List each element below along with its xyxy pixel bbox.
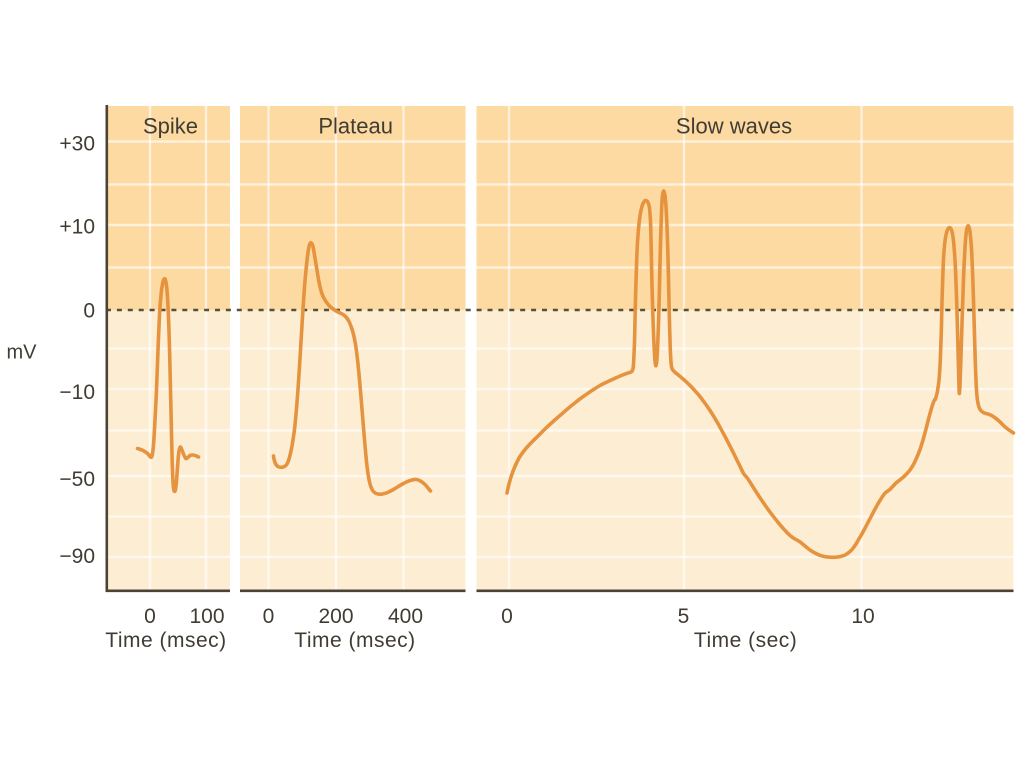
svg-text:Plateau: Plateau — [318, 114, 393, 139]
svg-text:10: 10 — [851, 605, 874, 628]
svg-text:200: 200 — [318, 605, 353, 628]
svg-text:0: 0 — [263, 605, 275, 628]
svg-text:Time (msec): Time (msec) — [294, 629, 415, 652]
svg-text:400: 400 — [388, 605, 423, 628]
svg-text:−50: −50 — [59, 468, 95, 491]
svg-text:0: 0 — [501, 605, 513, 628]
svg-text:0: 0 — [83, 300, 95, 323]
svg-text:0: 0 — [144, 605, 156, 628]
svg-text:5: 5 — [678, 605, 690, 628]
svg-text:+10: +10 — [59, 216, 95, 239]
svg-text:Spike: Spike — [143, 114, 198, 139]
svg-text:Time (sec): Time (sec) — [694, 629, 797, 652]
svg-text:mV: mV — [7, 342, 38, 364]
svg-text:−10: −10 — [59, 381, 95, 404]
svg-text:100: 100 — [189, 605, 224, 628]
svg-text:+30: +30 — [59, 133, 95, 156]
svg-text:Time (msec): Time (msec) — [105, 629, 226, 652]
svg-text:−90: −90 — [59, 545, 95, 568]
svg-text:Slow waves: Slow waves — [676, 114, 792, 139]
